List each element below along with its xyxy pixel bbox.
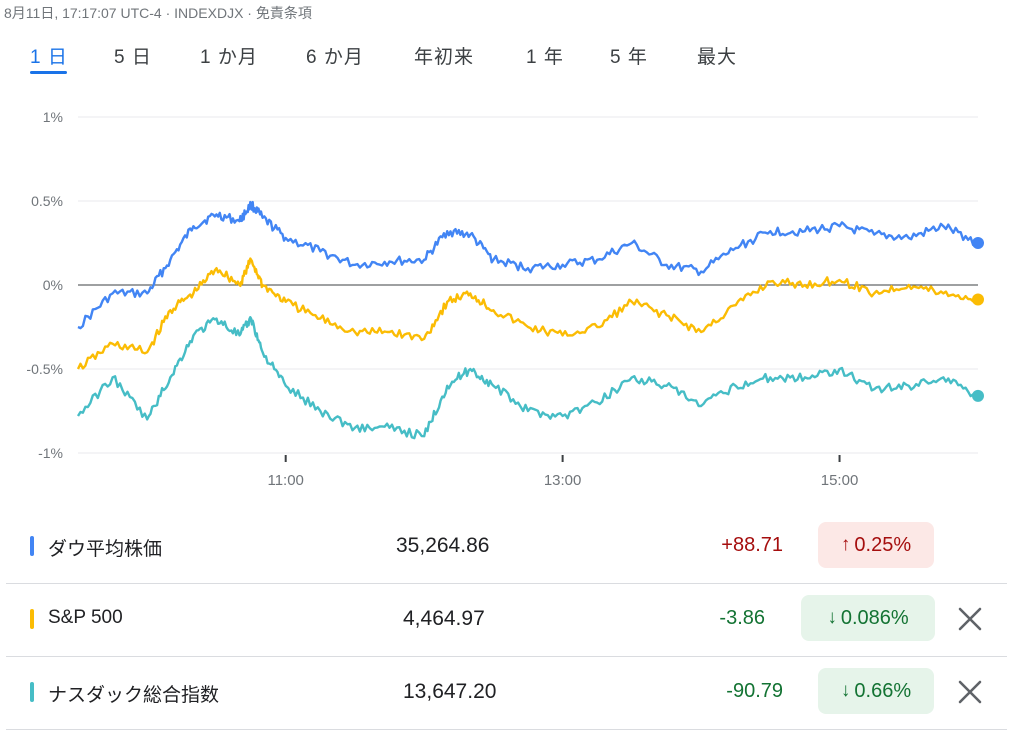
quote-name: ナスダック総合指数 (48, 685, 220, 706)
y-tick-label: 0.5% (31, 193, 63, 209)
tab-6m[interactable]: 6 か月 (306, 47, 364, 68)
percent-change: 0.25% (854, 533, 912, 556)
chart-metadata: 8月11日, 17:17:07 UTC-4 · INDEXDJX · 免責条項 (4, 3, 312, 23)
x-tick-label: 11:00 (267, 472, 303, 489)
series-swatch (30, 536, 34, 556)
quote-price: 4,464.97 (403, 607, 485, 630)
tab-1d[interactable]: 1 日 (30, 47, 68, 68)
tab-5y[interactable]: 5 年 (610, 47, 648, 68)
series-end-marker (972, 237, 984, 249)
range-tabs: 1 日 5 日 1 か月 6 か月 年初来 1 年 5 年 最大 (0, 42, 1010, 76)
tab-ytd[interactable]: 年初来 (414, 47, 475, 68)
percent-change-badge: ↑ 0.25% (818, 522, 934, 568)
percent-change: 0.66% (854, 679, 912, 702)
quote-price: 13,647.20 (403, 680, 497, 703)
arrow-down-icon: ↓ (840, 680, 851, 701)
arrow-up-icon: ↑ (840, 534, 851, 555)
quote-change: -90.79 (726, 680, 783, 702)
tab-1m[interactable]: 1 か月 (200, 47, 258, 68)
series-end-marker (972, 293, 984, 306)
y-tick-label: 0% (43, 277, 63, 293)
quote-row-sp500[interactable]: S&P 500 4,464.97 -3.86 ↓ 0.086% (6, 583, 1007, 657)
y-tick-label: -1% (38, 445, 63, 461)
active-tab-indicator (30, 71, 67, 74)
quote-name: S&P 500 (48, 607, 123, 628)
series-swatch (30, 609, 34, 629)
percent-change-badge: ↓ 0.66% (818, 668, 934, 714)
y-tick-label: -0.5% (26, 361, 63, 377)
percent-change-badge: ↓ 0.086% (801, 595, 935, 641)
quote-name: ダウ平均株価 (48, 539, 163, 560)
quote-change: -3.86 (719, 607, 765, 629)
close-icon[interactable] (952, 601, 988, 637)
separator: · (161, 5, 175, 21)
x-tick-label: 15:00 (821, 472, 859, 489)
tab-1y[interactable]: 1 年 (526, 47, 564, 68)
disclaimer-link[interactable]: 免責条項 (255, 5, 312, 21)
series-swatch (30, 682, 34, 702)
series-line (76, 316, 979, 440)
arrow-down-icon: ↓ (827, 607, 837, 628)
timestamp: 8月11日, 17:17:07 UTC-4 (4, 5, 162, 21)
percent-change: 0.086% (840, 606, 909, 629)
symbol: INDEXDJX (174, 5, 244, 21)
series-line (77, 200, 979, 330)
y-tick-label: 1% (43, 109, 63, 125)
quote-price: 35,264.86 (396, 534, 490, 557)
x-tick-label: 13:00 (544, 472, 582, 489)
quote-row-dow[interactable]: ダウ平均株価 35,264.86 +88.71 ↑ 0.25% (6, 510, 1007, 584)
tab-max[interactable]: 最大 (697, 47, 738, 68)
series-line (76, 257, 979, 370)
quote-change: +88.71 (721, 534, 783, 556)
series-end-marker (972, 389, 984, 402)
quote-row-nasdaq[interactable]: ナスダック総合指数 13,647.20 -90.79 ↓ 0.66% (6, 656, 1007, 730)
separator: · (243, 5, 256, 21)
tab-5d[interactable]: 5 日 (114, 47, 152, 68)
line-chart[interactable]: 1% 0.5% 0% -0.5% -1% 11:00 13:00 15:00 (0, 95, 1010, 495)
close-icon[interactable] (952, 674, 988, 710)
